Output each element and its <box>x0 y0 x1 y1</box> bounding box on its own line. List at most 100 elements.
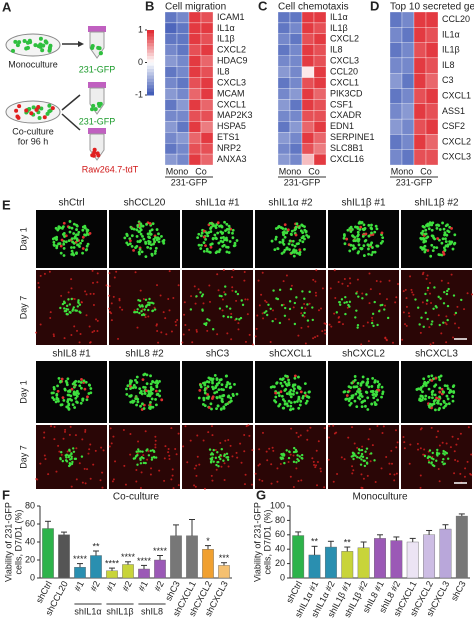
cell-signal <box>424 228 428 232</box>
cell-signal <box>64 428 67 431</box>
cell-signal <box>217 460 220 464</box>
cell-signal <box>303 302 306 305</box>
cell-signal <box>154 389 158 393</box>
cell-signal <box>204 237 207 241</box>
cell-signal <box>52 333 55 336</box>
bar <box>58 534 70 579</box>
cell-signal <box>144 461 147 465</box>
cell-signal <box>91 331 94 334</box>
significance: *** <box>219 553 230 563</box>
gene-label: IL1α <box>442 29 460 39</box>
micrograph <box>328 270 399 345</box>
cell-signal <box>435 396 439 400</box>
cell-signal <box>43 431 46 434</box>
cell-signal <box>441 221 444 225</box>
cell-signal <box>71 460 74 464</box>
cell-signal <box>155 379 159 383</box>
cell-signal <box>349 243 353 247</box>
cell-signal <box>306 319 310 322</box>
cell-signal <box>64 430 67 433</box>
heatmap-cell <box>200 88 214 100</box>
cell-signal <box>428 402 432 406</box>
cell-signal <box>154 446 157 449</box>
cell-signal <box>372 396 376 400</box>
cell-signal <box>50 391 54 395</box>
cell-signal <box>427 375 431 378</box>
cell-signal <box>207 431 210 434</box>
cell-signal <box>141 305 144 308</box>
cell-signal <box>220 465 223 468</box>
cell-signal <box>184 324 187 327</box>
cell-signal <box>328 436 331 439</box>
cell-signal <box>357 243 361 247</box>
cell-signal <box>353 378 357 382</box>
cell-dot <box>96 45 101 50</box>
row-label: Day 7 <box>18 296 28 320</box>
cell-signal <box>150 456 154 459</box>
cell-signal <box>419 236 423 240</box>
cell-signal <box>295 467 298 470</box>
cell-signal <box>358 220 362 224</box>
column-label: Mono <box>166 166 189 176</box>
cell-signal <box>62 232 66 235</box>
cell-signal <box>136 400 140 404</box>
cell-signal <box>63 337 66 340</box>
cell-signal <box>167 448 170 451</box>
cell-signal <box>427 223 431 227</box>
condition-label: shIL8 #2 <box>125 349 164 360</box>
cell-signal <box>277 391 281 395</box>
cell-signal <box>299 399 303 403</box>
cell-signal <box>411 291 414 294</box>
cell-signal <box>81 251 84 255</box>
cell-signal <box>367 223 371 227</box>
cell-signal <box>434 383 438 387</box>
cell-signal <box>232 244 236 248</box>
cell-signal <box>360 221 364 224</box>
cell-signal <box>449 446 452 449</box>
cell-signal <box>290 427 293 430</box>
cell-signal <box>279 226 283 229</box>
cell-signal <box>380 395 383 399</box>
micrograph <box>255 210 326 268</box>
cell-signal <box>381 432 384 435</box>
cell-signal <box>436 399 440 403</box>
cell-signal <box>359 392 363 396</box>
heatmap-cell <box>188 121 202 133</box>
cell-signal <box>68 303 72 306</box>
cell-signal <box>467 426 470 429</box>
cell-signal <box>70 287 73 290</box>
cell-signal <box>63 307 66 310</box>
cell-signal <box>344 295 347 299</box>
cell-signal <box>228 382 232 386</box>
cell-signal <box>292 254 296 258</box>
cell-signal <box>91 281 94 284</box>
heatmap-cell <box>200 110 214 122</box>
gene-label: SERPINE1 <box>330 132 375 142</box>
cell-dot <box>29 111 34 116</box>
cell-signal <box>149 400 152 404</box>
cell-signal <box>167 451 170 454</box>
cell-signal <box>297 375 300 379</box>
cell-signal <box>54 226 58 230</box>
cell-signal <box>145 222 148 226</box>
cell-signal <box>194 485 197 488</box>
cell-signal <box>223 462 226 465</box>
cell-signal <box>219 236 223 240</box>
cell-signal <box>210 407 213 411</box>
cell-signal <box>201 293 205 296</box>
cell-signal <box>239 316 243 320</box>
cell-signal <box>114 460 117 463</box>
cell-signal <box>78 303 82 306</box>
cell-signal <box>371 319 374 322</box>
cell-signal <box>216 333 219 336</box>
cell-signal <box>74 457 78 461</box>
cell-signal <box>81 481 84 484</box>
cell-signal <box>220 448 223 451</box>
cell-signal <box>158 394 162 398</box>
cell-signal <box>142 237 146 241</box>
colorbar-step <box>147 91 154 96</box>
cell-signal <box>37 281 40 284</box>
cell-signal <box>403 447 406 450</box>
cell-signal <box>357 250 361 254</box>
cell-signal <box>283 235 287 239</box>
